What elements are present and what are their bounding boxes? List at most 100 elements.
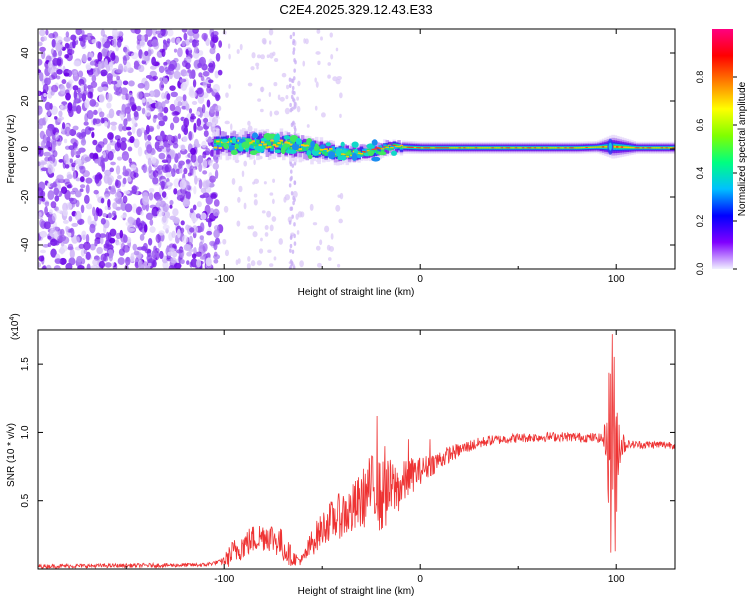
spectrogram-cell: [655, 147, 660, 149]
spectrogram-cell: [106, 143, 111, 153]
spectrogram-cell: [173, 178, 180, 188]
spectrogram-cell: [170, 257, 177, 264]
spectrogram-cell: [101, 48, 108, 57]
spectrogram-cell: [147, 258, 154, 264]
spectrogram-cell: [62, 219, 69, 224]
spectrogram-cell: [335, 204, 341, 212]
spectrogram-cell: [177, 47, 183, 58]
spectrogram-cell: [104, 193, 110, 199]
spectrogram-cell: [172, 137, 177, 143]
spectrogram-cell: [290, 260, 294, 266]
spectrogram-cell: [453, 147, 458, 149]
spectrogram-cell: [211, 122, 216, 127]
spectrogram-cell: [557, 147, 561, 149]
spectrogram-cell: [599, 146, 604, 148]
spectrogram-cell: [89, 60, 96, 66]
spectrogram-cell: [175, 96, 184, 102]
spectrogram-cell: [152, 29, 158, 36]
spectrogram-cell: [277, 142, 281, 145]
spectrogram-cell: [333, 149, 338, 155]
spectrogram-cell: [288, 220, 292, 225]
spectrogram-cell: [122, 80, 129, 86]
spectrogram-cell: [465, 147, 470, 149]
spectrogram-cell: [578, 147, 582, 149]
spectrogram-cell: [293, 161, 297, 166]
spectrogram-cell: [291, 163, 295, 168]
spectrogram-cell: [293, 90, 296, 96]
spectrogram-cell: [189, 35, 193, 43]
spectrogram-cell: [63, 36, 71, 42]
spectrogram-cell: [268, 92, 272, 98]
spectrogram-cell: [81, 94, 86, 100]
spectrogram-cell: [197, 154, 204, 164]
spectrogram-cell: [288, 83, 292, 89]
spectrogram-cell: [122, 55, 127, 66]
spectrogram-cell: [124, 203, 133, 213]
spectrogram-cell: [427, 147, 432, 149]
spectrogram-cell: [65, 225, 69, 232]
spectrogram-cell: [291, 85, 295, 91]
spectrogram-cell: [119, 110, 125, 115]
spectrogram-cell: [64, 189, 71, 200]
spectrogram-cell: [300, 143, 305, 150]
spectrogram-cell: [255, 62, 260, 67]
spectrogram-cell: [161, 191, 167, 198]
spectrogram-cell: [107, 212, 112, 219]
spectrogram-cell: [315, 51, 321, 55]
spectrogram-cell: [209, 47, 216, 55]
spectrogram-cell: [88, 72, 93, 77]
spectrogram-cell: [173, 70, 181, 80]
spectrogram-cell: [256, 260, 262, 266]
spectrogram-cell: [477, 147, 481, 149]
spectrogram-x-tick-label: 100: [608, 274, 625, 285]
spectrogram-cell: [289, 248, 292, 253]
spectrogram-cell: [200, 187, 207, 194]
spectrogram-cell: [203, 130, 209, 138]
spectrogram-cell: [319, 148, 324, 151]
spectrogram-cell: [124, 168, 132, 177]
spectrogram-cell: [116, 39, 122, 48]
spectrogram-cell: [139, 234, 145, 241]
spectrogram-cell: [256, 139, 260, 144]
spectrogram-cell: [49, 228, 57, 238]
spectrogram-cell: [491, 147, 495, 149]
spectrogram-cell: [116, 241, 123, 246]
spectrogram-cell: [67, 231, 72, 238]
spectrogram-cell: [119, 141, 127, 151]
spectrogram-cell: [70, 190, 76, 195]
spectrogram-cell: [213, 146, 218, 149]
spectrogram-cell: [185, 190, 191, 201]
spectrogram-cell: [213, 229, 220, 239]
spectrogram-cell: [213, 241, 218, 251]
spectrogram-cell: [127, 228, 136, 232]
spectrogram-cell: [373, 148, 378, 150]
spectrogram-cell: [39, 230, 48, 238]
spectrogram-cell: [401, 146, 406, 148]
spectrogram-cell: [561, 147, 566, 149]
spectrogram-cell: [172, 142, 179, 149]
spectrogram-cell: [165, 172, 172, 178]
spectrogram-cell: [87, 57, 92, 61]
spectrogram-cell: [85, 36, 91, 41]
spectrogram-cell: [543, 147, 547, 149]
spectrogram-cell: [199, 194, 206, 199]
spectrogram-cell: [38, 198, 42, 205]
snr-y-tick-label: 1.5: [20, 357, 31, 371]
spectrogram-cell: [292, 40, 295, 46]
spectrogram-cell: [547, 147, 552, 149]
spectrogram-cell: [147, 49, 152, 57]
spectrogram-cell: [237, 258, 241, 264]
spectrogram-cell: [390, 147, 394, 149]
spectrogram-cell: [218, 147, 223, 150]
spectrogram-cell: [264, 232, 269, 237]
spectrogram-cell: [327, 74, 331, 79]
spectrogram-cell: [264, 225, 269, 230]
spectrogram-cell: [83, 89, 88, 95]
spectrogram-cell: [86, 84, 93, 90]
spectrogram-cell: [385, 145, 390, 148]
spectrogram-cell: [274, 149, 281, 154]
spectrogram-cell: [291, 249, 295, 255]
spectrogram-cell: [179, 79, 184, 83]
spectrogram-cell: [293, 127, 297, 132]
spectrogram-cell: [213, 251, 218, 257]
